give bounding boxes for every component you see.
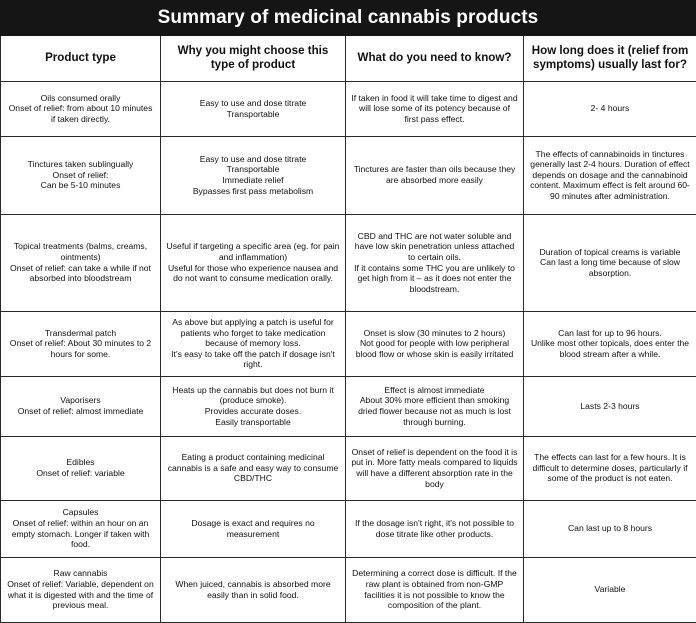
summary-table: Product type Why you might choose this t…: [0, 36, 696, 623]
header-how-long: How long does it (relief from symptoms) …: [524, 36, 696, 81]
header-row: Product type Why you might choose this t…: [1, 36, 696, 81]
cell-why-choose: Useful if targeting a specific area (eg.…: [161, 214, 346, 311]
cell-why-choose: When juiced, cannabis is absorbed more e…: [161, 557, 346, 622]
cell-need-to-know: Onset is slow (30 minutes to 2 hours) No…: [346, 311, 524, 376]
table-row: Topical treatments (balms, creams, ointm…: [1, 214, 696, 311]
cell-need-to-know: If the dosage isn't right, it's not poss…: [346, 500, 524, 557]
header-need-to-know: What do you need to know?: [346, 36, 524, 81]
cell-product-type: Topical treatments (balms, creams, ointm…: [1, 214, 161, 311]
cell-why-choose: Easy to use and dose titrate Transportab…: [161, 81, 346, 136]
table-row: Raw cannabis Onset of relief: Variable, …: [1, 557, 696, 622]
cell-why-choose: Easy to use and dose titrate Transportab…: [161, 136, 346, 214]
cell-need-to-know: Onset of relief is dependent on the food…: [346, 436, 524, 500]
cell-need-to-know: Determining a correct dose is difficult.…: [346, 557, 524, 622]
cell-why-choose: As above but applying a patch is useful …: [161, 311, 346, 376]
cell-product-type: Transdermal patch Onset of relief: About…: [1, 311, 161, 376]
cell-need-to-know: Effect is almost immediate About 30% mor…: [346, 376, 524, 436]
cell-why-choose: Eating a product containing medicinal ca…: [161, 436, 346, 500]
table-row: Tinctures taken sublingually Onset of re…: [1, 136, 696, 214]
cell-how-long: The effects can last for a few hours. It…: [524, 436, 696, 500]
cell-how-long: Can last up to 8 hours: [524, 500, 696, 557]
header-product-type: Product type: [1, 36, 161, 81]
cell-how-long: Duration of topical creams is variable C…: [524, 214, 696, 311]
table-row: Transdermal patch Onset of relief: About…: [1, 311, 696, 376]
cell-why-choose: Dosage is exact and requires no measurem…: [161, 500, 346, 557]
cell-how-long: The effects of cannabinoids in tinctures…: [524, 136, 696, 214]
cell-product-type: Raw cannabis Onset of relief: Variable, …: [1, 557, 161, 622]
header-why-choose: Why you might choose this type of produc…: [161, 36, 346, 81]
cell-how-long: 2- 4 hours: [524, 81, 696, 136]
table-row: Capsules Onset of relief: within an hour…: [1, 500, 696, 557]
cell-how-long: Can last for up to 96 hours. Unlike most…: [524, 311, 696, 376]
cell-how-long: Variable: [524, 557, 696, 622]
table-row: Vaporisers Onset of relief: almost immed…: [1, 376, 696, 436]
cell-product-type: Edibles Onset of relief: variable: [1, 436, 161, 500]
cell-why-choose: Heats up the cannabis but does not burn …: [161, 376, 346, 436]
table-row: Edibles Onset of relief: variable Eating…: [1, 436, 696, 500]
cell-product-type: Oils consumed orally Onset of relief: fr…: [1, 81, 161, 136]
cell-product-type: Vaporisers Onset of relief: almost immed…: [1, 376, 161, 436]
cell-how-long: Lasts 2-3 hours: [524, 376, 696, 436]
cell-need-to-know: Tinctures are faster than oils because t…: [346, 136, 524, 214]
table-row: Oils consumed orally Onset of relief: fr…: [1, 81, 696, 136]
cell-need-to-know: CBD and THC are not water soluble and ha…: [346, 214, 524, 311]
document-title: Summary of medicinal cannabis products: [0, 0, 696, 36]
cell-product-type: Tinctures taken sublingually Onset of re…: [1, 136, 161, 214]
cell-need-to-know: If taken in food it will take time to di…: [346, 81, 524, 136]
cell-product-type: Capsules Onset of relief: within an hour…: [1, 500, 161, 557]
